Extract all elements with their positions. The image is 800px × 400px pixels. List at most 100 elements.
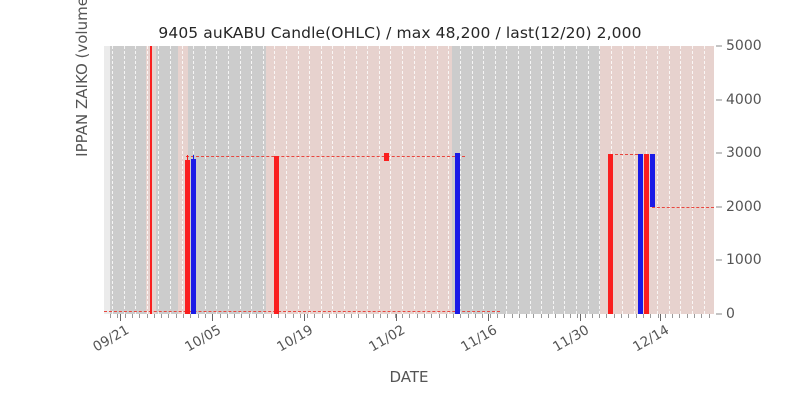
- x-tick-minor: [190, 314, 192, 318]
- background-band: [266, 46, 452, 314]
- bar-red: [608, 153, 613, 314]
- x-tick-minor: [204, 314, 206, 318]
- x-tick-minor: [277, 314, 279, 318]
- x-tick-minor: [350, 314, 352, 318]
- x-tick-minor: [496, 314, 498, 318]
- gridline: [286, 46, 288, 314]
- x-tick-minor: [628, 314, 630, 318]
- gridline: [471, 46, 474, 314]
- reference-line: [186, 155, 465, 157]
- x-tick-minor: [475, 314, 476, 318]
- gridline: [320, 46, 323, 314]
- reference-line: [610, 153, 648, 155]
- bar-red: [274, 156, 279, 314]
- gridline: [692, 46, 694, 314]
- y-tick-label: 1000: [726, 252, 762, 269]
- bar-blue: [638, 153, 643, 314]
- x-tick-minor: [241, 314, 243, 318]
- gridline: [680, 46, 682, 314]
- gridline: [123, 46, 126, 314]
- gridline: [251, 46, 253, 314]
- x-tick-label: 10/05: [182, 322, 224, 356]
- x-tick-minor: [577, 314, 579, 318]
- x-tick-major: [396, 314, 397, 321]
- gridline: [297, 46, 300, 314]
- x-tick-minor: [467, 314, 469, 318]
- x-tick-minor: [299, 314, 301, 318]
- x-tick-major: [488, 314, 489, 321]
- gridline: [402, 46, 404, 314]
- x-tick-minor: [153, 314, 155, 318]
- gridline: [436, 46, 439, 314]
- y-tick-label: 0: [726, 306, 735, 322]
- y-tick-mark: [716, 99, 722, 101]
- x-tick-minor: [226, 314, 228, 318]
- x-tick-minor: [548, 314, 549, 318]
- reference-line: [104, 310, 500, 312]
- y-tick-mark: [716, 152, 722, 154]
- x-tick-minor: [292, 314, 294, 318]
- gridline: [413, 46, 416, 314]
- x-tick-minor: [460, 314, 462, 318]
- x-tick-minor: [504, 314, 506, 318]
- y-tick-label: 5000: [726, 38, 762, 54]
- gridline: [564, 46, 566, 314]
- x-tick-minor: [314, 314, 316, 318]
- x-tick-minor: [679, 314, 681, 318]
- x-tick-minor: [285, 314, 287, 318]
- x-tick-minor: [394, 314, 396, 318]
- x-tick-minor: [329, 314, 330, 318]
- gridline: [425, 46, 427, 314]
- x-tick-minor: [372, 314, 374, 318]
- gridline: [112, 46, 114, 314]
- x-tick-minor: [701, 314, 703, 318]
- x-tick-minor: [650, 314, 652, 318]
- x-tick-minor: [489, 314, 491, 318]
- gridline: [541, 46, 543, 314]
- x-tick-major: [660, 314, 661, 321]
- x-tick-minor: [263, 314, 265, 318]
- x-tick-minor: [336, 314, 338, 318]
- bar-wick: [193, 155, 194, 159]
- bar-red: [384, 153, 389, 162]
- x-tick-minor: [219, 314, 221, 318]
- x-tick-minor: [248, 314, 250, 318]
- x-tick-major: [212, 314, 213, 321]
- reference-line: [652, 206, 714, 208]
- x-tick-minor: [511, 314, 513, 318]
- gridline: [657, 46, 659, 314]
- x-tick-minor: [555, 314, 557, 318]
- gridline: [506, 46, 508, 314]
- background-band: [178, 46, 188, 314]
- plot-area: [104, 46, 714, 314]
- background-band: [600, 46, 714, 314]
- x-tick-minor: [321, 314, 323, 318]
- background-band: [188, 46, 266, 314]
- gridline: [703, 46, 706, 314]
- x-tick-minor: [124, 314, 126, 318]
- x-tick-minor: [584, 314, 586, 318]
- x-tick-minor: [533, 314, 535, 318]
- y-tick-label: 4000: [726, 91, 762, 108]
- x-tick-minor: [599, 314, 601, 318]
- bar-blue: [191, 158, 196, 314]
- x-tick-minor: [569, 314, 571, 318]
- x-tick-minor: [139, 314, 141, 318]
- y-axis-label: IPPAN ZAIKO (volume): [73, 0, 91, 157]
- gridline: [204, 46, 207, 314]
- bar-blue: [455, 153, 460, 314]
- gridline: [158, 46, 160, 314]
- x-tick-minor: [416, 314, 418, 318]
- x-tick-minor: [672, 314, 674, 318]
- x-tick-label: 11/02: [366, 322, 408, 356]
- x-tick-minor: [635, 314, 637, 318]
- gridline: [390, 46, 392, 314]
- x-tick-major: [304, 314, 305, 321]
- x-tick-minor: [621, 314, 622, 318]
- x-tick-minor: [708, 314, 710, 318]
- x-tick-minor: [197, 314, 199, 318]
- gridline: [332, 46, 334, 314]
- gridline: [355, 46, 358, 314]
- y-tick-mark: [716, 206, 722, 208]
